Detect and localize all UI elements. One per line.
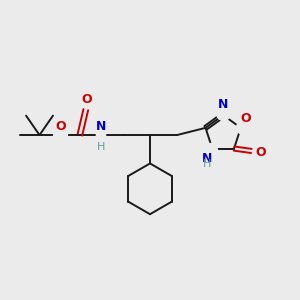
Text: H: H bbox=[97, 142, 105, 152]
Text: O: O bbox=[256, 146, 266, 159]
Text: H: H bbox=[203, 159, 211, 169]
Text: O: O bbox=[55, 120, 66, 133]
Text: O: O bbox=[82, 93, 92, 106]
Text: N: N bbox=[95, 120, 106, 133]
Text: N: N bbox=[202, 152, 212, 164]
Text: N: N bbox=[218, 98, 228, 111]
Text: O: O bbox=[241, 112, 251, 125]
